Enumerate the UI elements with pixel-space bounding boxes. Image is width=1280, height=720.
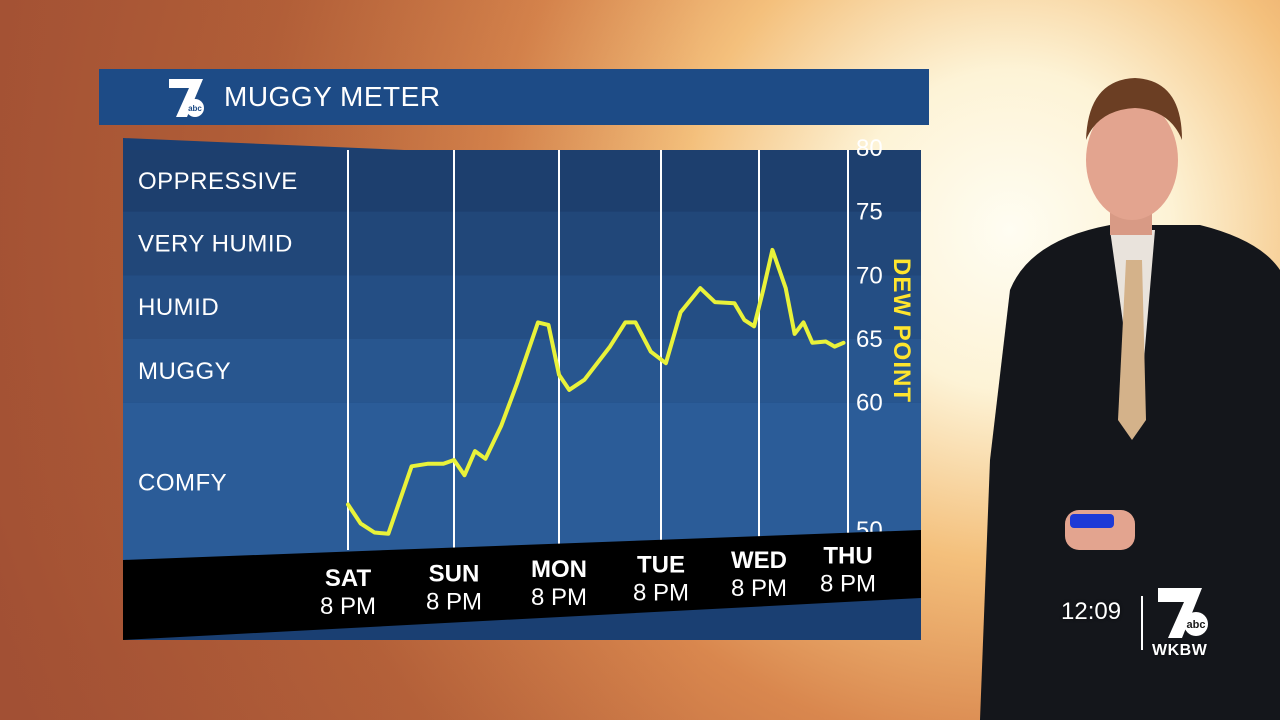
- comfort-band-label: VERY HUMID: [138, 231, 293, 258]
- comfort-band-label: COMFY: [138, 469, 227, 496]
- comfort-band: [123, 211, 921, 276]
- dew-point-line: [346, 247, 846, 536]
- chart-title: MUGGY METER: [224, 81, 441, 112]
- time-axis-footer: [123, 530, 921, 640]
- y-axis-title: DEW POINT: [888, 258, 915, 403]
- comfort-band-label: OPPRESSIVE: [138, 168, 298, 195]
- bug-divider: [1141, 596, 1143, 650]
- x-time-label: 8 PM: [531, 584, 587, 611]
- y-tick-label: 65: [856, 326, 883, 353]
- title-bar: abc MUGGY METER: [99, 69, 929, 125]
- x-day-label: WED: [731, 547, 787, 574]
- y-tick-label: 70: [856, 262, 883, 289]
- day-gridlines: [347, 150, 849, 550]
- x-time-label: 8 PM: [426, 589, 482, 616]
- comfort-band: [123, 275, 921, 339]
- comfort-band-label: MUGGY: [138, 358, 231, 385]
- clock-time: 12:09: [1061, 598, 1122, 625]
- x-time-label: 8 PM: [633, 580, 689, 607]
- y-tick-label: 80: [856, 135, 883, 162]
- station-call-letters: WKBW: [1152, 642, 1208, 659]
- x-day-label: TUE: [637, 552, 685, 579]
- x-day-label: MON: [531, 556, 587, 583]
- logo-badge-text: abc: [188, 104, 202, 113]
- comfort-bands: OPPRESSIVE VERY HUMID HUMID MUGGY COMFY: [123, 150, 921, 562]
- x-day-label: SUN: [429, 561, 480, 588]
- y-tick-label: 75: [856, 199, 883, 226]
- channel-7-logo-icon: abc: [169, 79, 204, 117]
- x-time-label: 8 PM: [320, 593, 376, 620]
- comfort-band: [123, 150, 921, 212]
- bug-badge-text: abc: [1187, 619, 1206, 631]
- x-time-label: 8 PM: [820, 571, 876, 598]
- comfort-band-label: HUMID: [138, 294, 219, 321]
- station-logo-icon: abc: [1158, 588, 1208, 638]
- y-tick-label: 60: [856, 390, 883, 417]
- x-day-label: THU: [823, 543, 872, 570]
- x-time-label: 8 PM: [731, 575, 787, 602]
- x-day-label: SAT: [325, 565, 372, 592]
- presenter-figure: [980, 78, 1280, 720]
